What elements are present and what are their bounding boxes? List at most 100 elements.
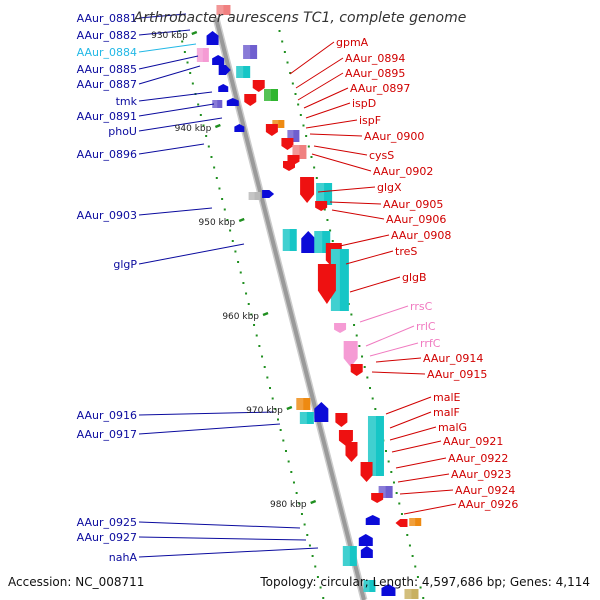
gene-label-right[interactable]: rrfC xyxy=(420,337,441,350)
gene-glyph[interactable] xyxy=(272,120,285,128)
gene-glyph[interactable] xyxy=(371,493,384,503)
gene-glyph[interactable] xyxy=(262,190,275,198)
gene-glyph[interactable] xyxy=(265,124,278,136)
gene-glyph[interactable] xyxy=(358,534,373,546)
gene-glyph[interactable] xyxy=(234,124,245,132)
gene-glyph[interactable] xyxy=(299,412,314,424)
gene-glyph[interactable] xyxy=(316,183,333,205)
gene-glyph[interactable] xyxy=(226,98,239,106)
gene-label-right[interactable]: AAur_0902 xyxy=(373,165,433,178)
gene-label-right[interactable]: AAur_0895 xyxy=(345,67,405,80)
gene-label-right[interactable]: AAur_0908 xyxy=(391,229,451,242)
gene-label-left[interactable]: tmk xyxy=(116,95,138,108)
gene-glyph[interactable] xyxy=(196,48,209,62)
gene-glyph[interactable] xyxy=(360,546,373,558)
gene-glyph[interactable] xyxy=(218,84,229,92)
inner-ring-dot xyxy=(290,471,293,473)
inner-ring-dot xyxy=(287,460,290,463)
scale-tick-label: 930 kbp xyxy=(151,31,188,41)
gene-label-left[interactable]: AAur_0916 xyxy=(77,409,137,422)
gene-label-right[interactable]: cysS xyxy=(369,149,394,162)
gene-glyph[interactable] xyxy=(252,80,265,92)
gene-label-left[interactable]: AAur_0891 xyxy=(77,110,137,123)
gene-glyph[interactable] xyxy=(367,416,384,476)
gene-label-right[interactable]: ispF xyxy=(359,114,381,127)
gene-glyph[interactable] xyxy=(243,45,258,59)
gene-glyph[interactable] xyxy=(236,66,251,78)
gene-glyph[interactable] xyxy=(248,192,261,200)
gene-label-right[interactable]: AAur_0914 xyxy=(423,352,483,365)
gene-labels[interactable]: AAur_0881 AAur_0882 AAur_0884 AAur_0885 AAur… xyxy=(77,12,519,564)
leader-line xyxy=(371,371,426,375)
gene-glyph[interactable] xyxy=(283,161,296,171)
gene-label-right[interactable]: AAur_0894 xyxy=(345,52,405,65)
inner-ring-dot xyxy=(234,250,237,253)
gene-label-right[interactable]: AAur_0906 xyxy=(386,213,446,226)
gene-glyph[interactable] xyxy=(218,65,231,75)
gene-label-right[interactable]: AAur_0915 xyxy=(427,368,487,381)
gene-label-right[interactable]: AAur_0922 xyxy=(448,452,508,465)
gene-label-left[interactable]: AAur_0884 xyxy=(77,46,137,59)
gene-label-right[interactable]: AAur_0921 xyxy=(443,435,503,448)
gene-glyph[interactable] xyxy=(395,519,408,527)
gene-glyph[interactable] xyxy=(281,138,294,150)
gene-label-left[interactable]: AAur_0882 xyxy=(77,29,137,42)
gene-label-right[interactable]: rrlC xyxy=(416,320,436,333)
gene-label-left[interactable]: AAur_0881 xyxy=(77,12,137,25)
outer-ring-dot xyxy=(307,145,310,148)
gene-label-left[interactable]: AAur_0887 xyxy=(77,78,137,91)
gene-label-right[interactable]: ispD xyxy=(352,97,376,110)
gene-glyph[interactable] xyxy=(212,55,225,65)
gene-glyph[interactable] xyxy=(334,323,347,333)
gene-label-left[interactable]: phoU xyxy=(108,125,137,138)
gene-glyph[interactable] xyxy=(343,341,358,367)
gene-glyph[interactable] xyxy=(301,231,316,253)
gene-label-right[interactable]: rrsC xyxy=(410,300,433,313)
gene-glyph[interactable] xyxy=(363,580,376,592)
gene-label-right[interactable]: gpmA xyxy=(336,36,369,49)
gene-label-left[interactable]: glgP xyxy=(113,258,137,271)
gene-label-left[interactable]: AAur_0896 xyxy=(77,148,137,161)
outer-ring-dot xyxy=(419,586,422,589)
gene-label-left[interactable]: AAur_0925 xyxy=(77,516,137,529)
gene-glyph[interactable] xyxy=(345,442,358,462)
gene-glyph[interactable] xyxy=(360,462,373,482)
inner-ring-dot xyxy=(215,177,218,179)
gene-glyph[interactable] xyxy=(296,398,311,410)
gene-glyph[interactable] xyxy=(315,201,328,211)
gene-label-left[interactable]: AAur_0903 xyxy=(77,209,137,222)
gene-glyph[interactable] xyxy=(365,515,380,525)
gene-glyph[interactable] xyxy=(409,518,422,526)
gene-glyph[interactable] xyxy=(264,89,279,101)
scale-tick-label: 940 kbp xyxy=(175,124,212,134)
gene-glyph[interactable] xyxy=(216,5,231,15)
gene-label-left[interactable]: AAur_0885 xyxy=(77,63,137,76)
gene-label-right[interactable]: AAur_0897 xyxy=(350,82,410,95)
gene-label-left[interactable]: nahA xyxy=(109,551,138,564)
gene-label-left[interactable]: AAur_0927 xyxy=(77,531,137,544)
gene-glyph[interactable] xyxy=(244,94,257,106)
gene-label-left[interactable]: AAur_0917 xyxy=(77,428,137,441)
gene-label-right[interactable]: malF xyxy=(433,406,460,419)
gene-glyph[interactable] xyxy=(314,402,329,422)
gene-label-right[interactable]: malE xyxy=(433,391,461,404)
gene-label-right[interactable]: malG xyxy=(438,421,467,434)
gene-glyph[interactable] xyxy=(282,229,297,251)
gene-label-right[interactable]: AAur_0926 xyxy=(458,498,518,511)
gene-glyph[interactable] xyxy=(404,589,419,599)
gene-label-right[interactable]: AAur_0905 xyxy=(383,198,443,211)
gene-glyph[interactable] xyxy=(317,264,336,304)
gene-glyph[interactable] xyxy=(342,546,357,566)
gene-label-right[interactable]: AAur_0924 xyxy=(455,484,515,497)
gene-glyph[interactable] xyxy=(381,584,396,596)
gene-glyph[interactable] xyxy=(300,177,315,203)
gene-label-right[interactable]: AAur_0900 xyxy=(364,130,424,143)
gene-glyph[interactable] xyxy=(206,31,219,45)
gene-glyph[interactable] xyxy=(212,100,223,108)
gene-label-right[interactable]: AAur_0923 xyxy=(451,468,511,481)
gene-glyph[interactable] xyxy=(350,364,363,376)
gene-glyph[interactable] xyxy=(335,413,348,427)
gene-label-right[interactable]: glgX xyxy=(377,181,402,194)
gene-label-right[interactable]: treS xyxy=(395,245,417,258)
gene-label-right[interactable]: glgB xyxy=(402,271,427,284)
